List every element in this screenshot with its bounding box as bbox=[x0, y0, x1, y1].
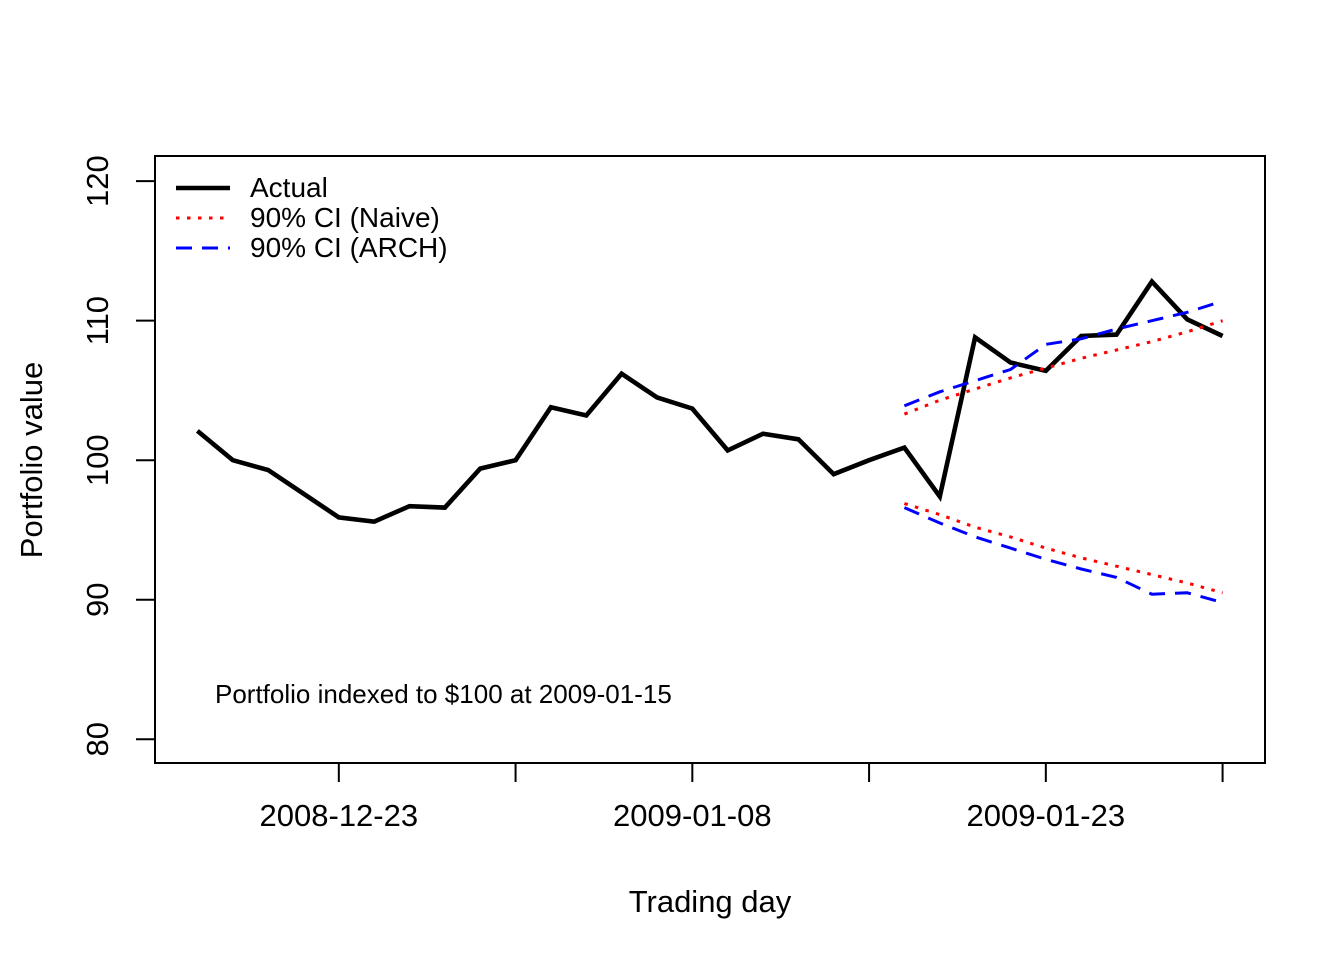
arch-lower-line bbox=[903, 506, 1223, 604]
actual-line bbox=[195, 277, 1224, 524]
annotation-text: Portfolio indexed to $100 at 2009-01-15 bbox=[215, 679, 672, 709]
arch-upper-line bbox=[903, 299, 1224, 408]
y-axis-title: Portfolio value bbox=[14, 362, 49, 558]
x-tick-label: 2009-01-23 bbox=[967, 798, 1126, 833]
y-tick-label: 110 bbox=[80, 296, 115, 345]
x-tick-label: 2008-12-23 bbox=[260, 798, 419, 833]
legend-label: 90% CI (Naive) bbox=[250, 202, 440, 233]
x-tick-label: 2009-01-08 bbox=[613, 798, 772, 833]
legend-label: 90% CI (ARCH) bbox=[250, 232, 448, 263]
y-tick-label: 100 bbox=[80, 434, 115, 486]
x-axis-title: Trading day bbox=[629, 884, 792, 919]
naive-lower-line bbox=[903, 502, 1224, 595]
naive-upper-line bbox=[903, 319, 1224, 416]
legend-label: Actual bbox=[250, 172, 328, 203]
y-tick-label: 80 bbox=[80, 722, 115, 756]
y-tick-label: 90 bbox=[80, 582, 115, 616]
y-tick-label: 120 bbox=[80, 155, 115, 207]
plot-area: 2008-12-23 2009-01-08 2009-01-23 80 90 100 110… bbox=[80, 155, 1266, 833]
